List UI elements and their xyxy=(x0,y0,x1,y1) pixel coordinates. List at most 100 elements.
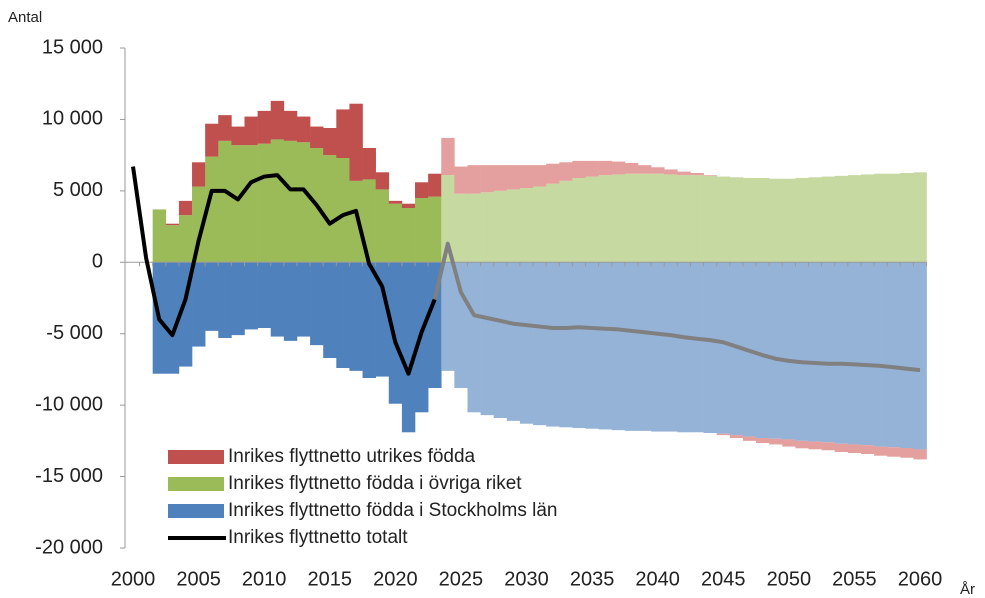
bar xyxy=(559,180,573,263)
bar xyxy=(178,200,193,216)
legend-label: Inrikes flyttnetto utrikes födda xyxy=(228,446,476,467)
y-tick-label: -20 000 xyxy=(35,536,103,558)
bar xyxy=(493,165,508,191)
bar xyxy=(152,209,167,263)
bar xyxy=(598,262,613,430)
bar xyxy=(664,262,678,432)
x-tick-label: 2030 xyxy=(504,568,549,590)
bar xyxy=(913,262,927,450)
bar xyxy=(192,262,206,347)
bar xyxy=(257,110,272,144)
x-axis-label: År xyxy=(960,581,975,598)
y-tick-label: 5 000 xyxy=(53,179,103,201)
bar xyxy=(218,262,232,338)
bar xyxy=(887,262,901,448)
bar xyxy=(769,178,783,263)
legend-label: Inrikes flyttnetto födda i Stockholms lä… xyxy=(228,500,558,521)
bar xyxy=(205,123,219,157)
y-tick-label: 0 xyxy=(92,251,103,273)
bar xyxy=(677,262,691,433)
bar xyxy=(375,262,390,377)
bar xyxy=(703,262,717,433)
x-tick-label: 2035 xyxy=(570,568,615,590)
bar xyxy=(336,262,350,368)
bar xyxy=(480,165,495,193)
legend-label: Inrikes flyttnetto födda i övriga riket xyxy=(228,473,522,494)
bar xyxy=(821,176,836,263)
bar xyxy=(900,448,914,458)
bar xyxy=(611,161,626,175)
bar xyxy=(611,174,626,263)
bar xyxy=(585,262,599,429)
bar xyxy=(231,145,245,263)
bar xyxy=(415,198,429,263)
bar xyxy=(782,178,796,263)
bar xyxy=(716,176,731,263)
bar xyxy=(769,438,783,445)
bar xyxy=(611,262,626,431)
bar xyxy=(651,167,665,174)
bar xyxy=(480,192,495,263)
bar xyxy=(533,165,547,187)
bar xyxy=(231,126,245,146)
bar xyxy=(454,262,468,388)
bar xyxy=(572,160,586,178)
bar xyxy=(598,175,613,263)
legend-swatch xyxy=(168,477,224,491)
bar xyxy=(769,262,783,439)
bar xyxy=(716,433,731,436)
bar xyxy=(401,203,416,208)
bar xyxy=(336,109,350,158)
bar xyxy=(218,140,232,263)
bar xyxy=(821,262,836,443)
bar xyxy=(270,262,285,337)
bar xyxy=(677,175,691,263)
bar xyxy=(375,172,390,190)
bar xyxy=(283,140,298,263)
bar xyxy=(834,443,849,452)
x-tick-label: 2055 xyxy=(832,568,877,590)
bar xyxy=(690,173,704,176)
bar xyxy=(533,186,547,263)
bar xyxy=(808,441,822,450)
bar xyxy=(808,177,822,263)
bar xyxy=(729,435,744,438)
x-tick-label: 2025 xyxy=(439,568,484,590)
bar xyxy=(742,436,757,441)
bar xyxy=(428,173,442,197)
bar xyxy=(323,155,337,263)
bar xyxy=(336,158,350,263)
bar xyxy=(283,262,298,341)
bar xyxy=(349,180,363,263)
bar xyxy=(244,262,258,330)
y-tick-label: 10 000 xyxy=(42,108,103,130)
bar xyxy=(874,446,888,456)
bar xyxy=(244,145,258,263)
bar xyxy=(388,262,403,404)
bar xyxy=(192,186,206,263)
bar xyxy=(913,449,927,460)
bar xyxy=(441,262,455,371)
bar xyxy=(703,175,717,176)
bar xyxy=(388,200,403,204)
bar xyxy=(874,173,888,263)
bar xyxy=(428,262,442,388)
bar xyxy=(296,116,311,143)
bar xyxy=(362,262,376,378)
bar xyxy=(690,175,704,263)
bar xyxy=(651,262,665,432)
bar xyxy=(887,173,901,263)
bar xyxy=(782,439,796,447)
bar xyxy=(729,177,744,263)
bar xyxy=(270,139,285,263)
x-tick-label: 2045 xyxy=(701,568,746,590)
bar xyxy=(467,193,481,263)
bar xyxy=(480,262,495,416)
y-tick-label: -15 000 xyxy=(35,465,103,487)
bar xyxy=(454,193,468,263)
bar xyxy=(519,165,534,188)
y-tick-label: -5 000 xyxy=(46,322,103,344)
bar xyxy=(624,163,639,174)
bar xyxy=(546,163,560,184)
bar xyxy=(205,156,219,263)
